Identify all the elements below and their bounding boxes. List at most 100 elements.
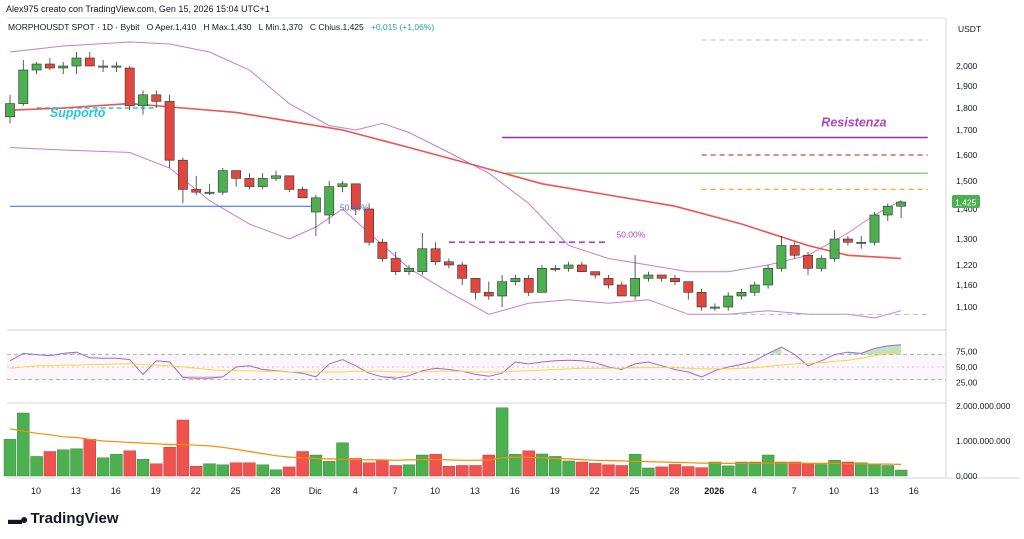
time-tick-label: 4 [752,486,757,496]
candle [244,173,255,190]
price-tick-label: 1,600 [956,150,978,160]
volume-bar [469,465,482,477]
volume-tick-label: 2.000.000.000 [956,401,1011,411]
volume-bar [482,454,495,477]
candle-body [603,278,614,286]
volume-bar [841,461,855,477]
volume-bar [136,459,150,477]
candle-body [377,241,388,259]
candle [164,94,175,168]
volume-bar [761,454,775,477]
candle [377,239,388,262]
symbol-label[interactable]: MORPHOUSDT SPOT · 1D · Bybit [8,22,140,32]
volume-bar [176,419,190,477]
volume-bar [30,456,43,477]
candle [563,261,574,272]
volume-bar [442,466,456,477]
rsi-tick-label: 25,00 [956,378,978,388]
candle [576,261,587,272]
candle [138,90,148,115]
candle-body [523,278,534,293]
candle [670,275,680,285]
candle [271,170,281,181]
price-tick-label: 1,900 [956,81,978,91]
volume-bar [456,465,469,477]
candle [803,252,813,275]
candle-body [364,208,374,243]
candle [337,181,348,193]
tradingview-brand[interactable]: ▬● TradingView [8,510,119,527]
candle [696,288,707,311]
time-tick-label: 25 [230,486,240,496]
volume-bar [389,465,402,477]
time-tick-label: 13 [869,486,879,496]
volume-bar [868,464,881,477]
rsi-tick-label: 50,00 [956,362,978,372]
candle [204,183,215,195]
volume-bar [150,463,163,477]
candle [417,233,428,275]
candle [191,175,202,195]
time-tick-label: 19 [550,486,560,496]
time-tick-label: 7 [792,486,797,496]
volume-bar [57,449,70,477]
candle [297,186,308,199]
close-letter: C [309,22,317,32]
change-value: +0,015 (+1,06%) [370,22,435,32]
candle-body [896,201,906,207]
close-value: 1,425 [342,22,364,32]
candle-body [257,178,268,187]
brand-name: TradingView [30,510,119,527]
candle-body [31,63,42,71]
volume-bar [549,456,562,477]
support-label: Supporto [50,106,106,120]
candle [217,168,228,195]
candle [310,195,321,236]
candle-body [842,238,853,243]
volume-bar [522,450,535,477]
candle-body [310,197,321,213]
resistance-label: Resistenza [821,116,886,130]
candle-body [284,175,295,190]
candle-body [497,281,507,297]
volume-bar [296,451,309,477]
candle-body [723,295,734,308]
candle-body [749,284,760,293]
volume-bar [828,460,841,477]
candle-body [576,264,587,272]
volume-bar [269,469,283,477]
candle-body [271,175,281,179]
candle-body [71,57,82,67]
moving-average-line [9,102,902,260]
last-price-label: 1,425 [955,198,977,208]
volume-bar [83,439,97,477]
candle-body [151,94,162,102]
volume-bar [123,450,136,477]
time-tick-label: 16 [909,486,919,496]
candle [84,52,95,67]
volume-bar [416,454,429,477]
candle [869,212,880,246]
volume-bar [189,466,203,477]
candle [537,265,547,293]
volume-bar [628,454,642,477]
candle [470,278,481,300]
volume-bar [894,469,908,477]
candle-body [457,264,468,279]
candle-body [58,65,69,69]
open-letter: O [146,22,154,32]
price-tick-label: 1,220 [956,260,978,270]
candle-body [537,268,547,293]
low-value: 1,370 [281,22,303,32]
candle-body [670,278,680,282]
candle [896,200,906,218]
candle [257,173,268,190]
candle-body [709,306,720,309]
candle-body [856,241,867,244]
candle [350,183,361,215]
candle [590,271,601,279]
candle [603,275,614,289]
time-tick-label: 16 [111,486,121,496]
candle-body [829,238,840,259]
